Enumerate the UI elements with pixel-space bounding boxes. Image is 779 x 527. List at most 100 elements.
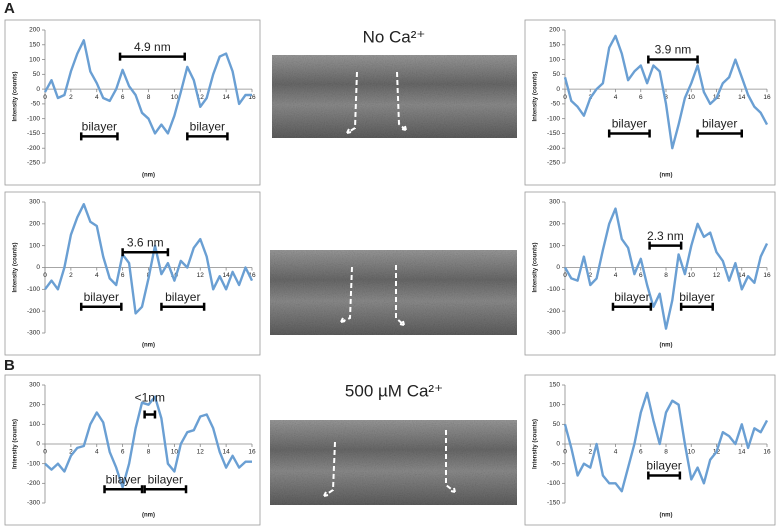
x-tick-label: 6 — [121, 272, 125, 279]
annotation: 3.6 nm — [127, 235, 164, 249]
x-tick-label: 0 — [43, 94, 47, 101]
y-tick-label: -150 — [547, 500, 560, 507]
interval-bar — [611, 302, 653, 311]
y-tick-label: -100 — [27, 115, 40, 122]
x-tick-label: 14 — [223, 449, 231, 456]
annotation: 2.3 nm — [647, 229, 684, 243]
y-tick-label: -100 — [547, 115, 560, 122]
y-tick-label: 100 — [29, 421, 40, 428]
micrograph — [270, 250, 517, 335]
interval-bar — [186, 132, 229, 141]
x-tick-label: 4 — [95, 449, 99, 456]
interval-bar — [647, 471, 682, 480]
y-tick-label: 100 — [29, 242, 40, 249]
y-axis-label: Intensity (counts) — [13, 242, 19, 292]
y-tick-label: -300 — [27, 330, 40, 337]
x-tick-label: 8 — [664, 94, 668, 101]
y-tick-label: 300 — [29, 382, 40, 389]
x-tick-label: 16 — [248, 94, 256, 101]
x-tick-label: 4 — [614, 94, 618, 101]
x-tick-label: 16 — [763, 272, 771, 279]
x-tick-label: 16 — [248, 272, 256, 279]
annotation: bilayer — [679, 290, 714, 304]
x-tick-label: 0 — [563, 449, 567, 456]
interval-bar — [79, 302, 123, 311]
annotation: bilayer — [612, 117, 647, 131]
y-tick-label: -100 — [27, 460, 40, 467]
x-tick-label: 14 — [223, 94, 231, 101]
y-tick-label: -200 — [27, 480, 40, 487]
y-axis-label: Intensity (counts) — [13, 71, 19, 121]
annotation: bilayer — [148, 472, 183, 486]
y-tick-label: 200 — [549, 27, 560, 34]
y-tick-label: 150 — [549, 41, 560, 48]
x-axis-label: (nm) — [660, 513, 673, 519]
y-tick-label: -50 — [551, 101, 561, 108]
panel-label: B — [4, 357, 15, 374]
data-line — [563, 207, 769, 330]
y-tick-label: 0 — [36, 264, 40, 271]
interval-bar — [679, 302, 714, 311]
x-tick-label: 14 — [738, 272, 746, 279]
x-tick-label: 6 — [121, 449, 125, 456]
x-tick-label: 10 — [688, 94, 696, 101]
x-tick-label: 4 — [95, 94, 99, 101]
x-axis-label: (nm) — [142, 343, 155, 349]
y-tick-label: 0 — [36, 86, 40, 93]
x-tick-label: 14 — [223, 272, 231, 279]
y-axis-label: Intensity (counts) — [533, 419, 539, 469]
y-tick-label: -150 — [27, 130, 40, 137]
x-tick-label: 12 — [713, 272, 721, 279]
y-tick-label: -150 — [547, 130, 560, 137]
y-tick-label: 150 — [29, 41, 40, 48]
chart-frame — [4, 191, 261, 356]
x-tick-label: 0 — [563, 272, 567, 279]
y-tick-label: 200 — [29, 221, 40, 228]
y-tick-label: 300 — [29, 199, 40, 206]
y-tick-label: 100 — [549, 242, 560, 249]
y-tick-label: 100 — [549, 401, 560, 408]
x-tick-label: 10 — [171, 94, 179, 101]
x-tick-label: 2 — [588, 449, 592, 456]
x-tick-label: 6 — [121, 94, 125, 101]
y-tick-label: 100 — [29, 56, 40, 63]
interval-bar — [143, 410, 157, 419]
x-tick-label: 10 — [688, 449, 696, 456]
chart-frame — [4, 19, 261, 186]
y-tick-label: 0 — [556, 264, 560, 271]
interval-bar — [647, 55, 699, 64]
annotation: 3.9 nm — [655, 43, 692, 57]
condition-label: 500 µM Ca²⁺ — [345, 381, 443, 400]
y-tick-label: -200 — [547, 308, 560, 315]
x-axis-label: (nm) — [660, 173, 673, 179]
x-tick-label: 8 — [664, 449, 668, 456]
x-tick-label: 16 — [248, 449, 256, 456]
y-tick-label: -300 — [27, 500, 40, 507]
x-tick-label: 4 — [95, 272, 99, 279]
y-tick-label: -200 — [547, 145, 560, 152]
x-tick-label: 8 — [147, 94, 151, 101]
x-tick-label: 14 — [738, 449, 746, 456]
x-tick-label: 16 — [763, 94, 771, 101]
y-axis-label: Intensity (counts) — [13, 419, 19, 469]
y-tick-label: -100 — [27, 286, 40, 293]
x-tick-label: 0 — [43, 272, 47, 279]
annotation: bilayer — [614, 290, 649, 304]
chart-frame — [524, 191, 776, 356]
x-axis-label: (nm) — [660, 343, 673, 349]
interval-bar — [696, 129, 743, 138]
x-tick-label: 8 — [664, 272, 668, 279]
x-tick-label: 2 — [69, 272, 73, 279]
annotation: bilayer — [106, 472, 141, 486]
y-tick-label: -100 — [547, 286, 560, 293]
x-tick-label: 6 — [639, 272, 643, 279]
x-tick-label: 0 — [43, 449, 47, 456]
x-tick-label: 16 — [763, 449, 771, 456]
y-tick-label: 50 — [553, 421, 561, 428]
interval-bar — [143, 485, 188, 494]
annotation: <1nm — [135, 391, 165, 405]
